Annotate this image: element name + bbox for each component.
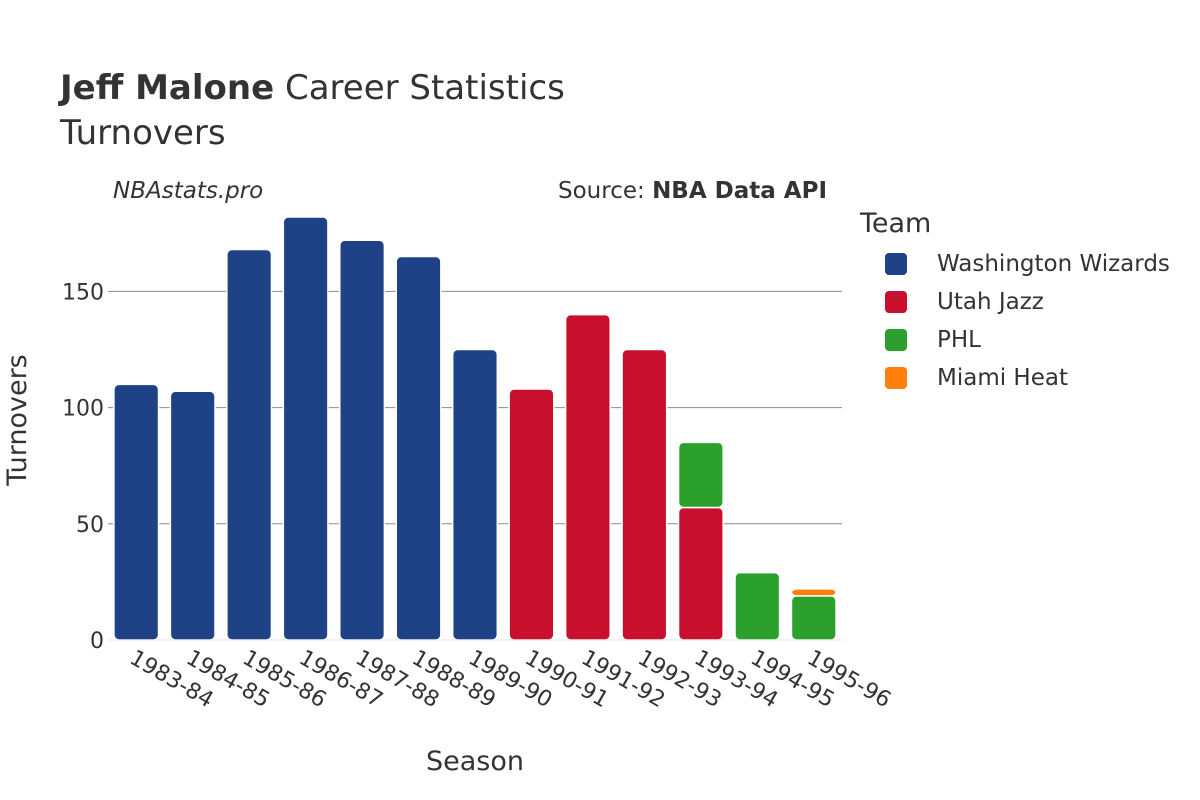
legend-label: Miami Heat <box>937 365 1068 391</box>
watermark-source-name: NBA Data API <box>652 178 827 204</box>
y-tick-label: 50 <box>76 513 104 538</box>
bar-1989-90-washington-wizards <box>451 348 499 641</box>
legend-items: Washington Wizards Utah Jazz PHL Miami Heat <box>860 245 1170 397</box>
bar-1987-88-washington-wizards <box>339 239 386 641</box>
x-axis-title: Season <box>426 746 524 777</box>
watermark-source-prefix: Source: <box>558 178 653 204</box>
y-tick-label: 0 <box>90 629 104 654</box>
y-tick-label: 150 <box>62 280 104 305</box>
bar-1995-96-miami-heat <box>790 588 837 597</box>
bar-1985-86-washington-wizards <box>226 248 273 641</box>
bar-1988-89-washington-wizards <box>395 255 442 641</box>
chart-title: Jeff Malone Career Statistics <box>60 68 565 108</box>
bar-1990-91-utah-jazz <box>508 388 555 641</box>
legend-swatch <box>885 253 907 275</box>
axis-layer: 0501001501983-841984-851985-861986-87198… <box>2 280 895 777</box>
chart-subtitle: Turnovers <box>60 113 226 153</box>
legend-swatch <box>885 329 907 351</box>
chart-title-rest: Career Statistics <box>284 68 565 108</box>
chart-title-player: Jeff Malone <box>60 68 275 108</box>
bar-1992-93-utah-jazz <box>621 348 668 641</box>
bar-1994-95-phl <box>734 571 781 641</box>
legend-swatch <box>885 291 907 313</box>
bar-1983-84-washington-wizards <box>113 383 160 641</box>
bar-1995-96-phl <box>790 595 837 641</box>
legend-swatch <box>885 367 907 389</box>
y-tick-label: 100 <box>62 397 104 422</box>
bars-layer <box>113 216 837 641</box>
legend: Team Washington Wizards Utah Jazz PHL Miami… <box>860 208 1170 397</box>
legend-item[interactable]: Utah Jazz <box>860 283 1170 321</box>
y-axis-title: Turnovers <box>2 354 33 487</box>
bar-1986-87-washington-wizards <box>282 216 329 641</box>
legend-title: Team <box>860 208 932 239</box>
watermark-source: Source: NBA Data API <box>558 178 827 204</box>
legend-label: Utah Jazz <box>937 289 1044 315</box>
bar-1993-94-utah-jazz <box>677 506 724 641</box>
legend-item[interactable]: Miami Heat <box>860 359 1170 397</box>
bar-1993-94-phl <box>677 441 724 509</box>
legend-label: PHL <box>937 327 981 353</box>
legend-label: Washington Wizards <box>937 251 1170 277</box>
bar-1991-92-utah-jazz <box>564 313 611 641</box>
legend-item[interactable]: Washington Wizards <box>860 245 1170 283</box>
legend-item[interactable]: PHL <box>860 321 1170 359</box>
watermark-site: NBAstats.pro <box>113 178 264 204</box>
bar-1984-85-washington-wizards <box>169 390 216 641</box>
